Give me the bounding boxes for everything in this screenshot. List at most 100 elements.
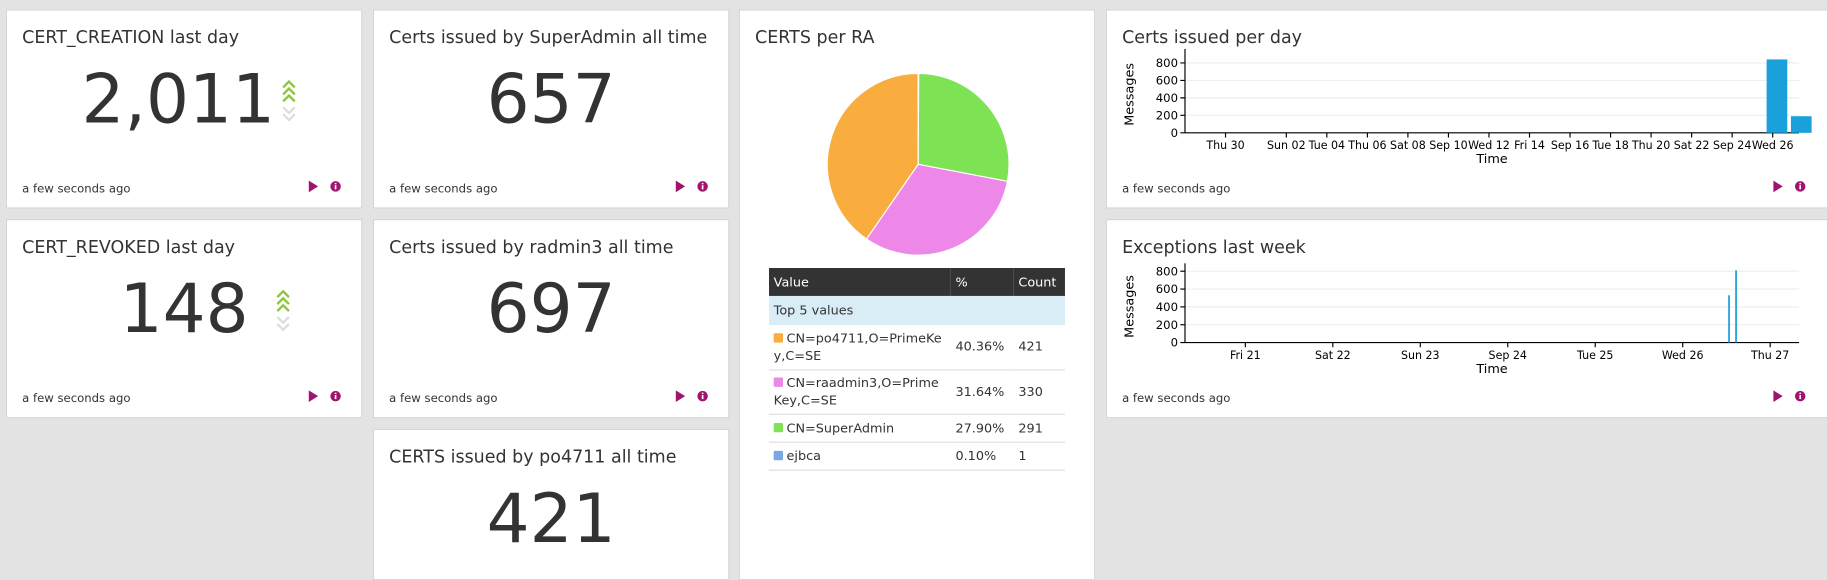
pie-slice — [917, 72, 1010, 182]
percent-cell: 31.64% — [955, 383, 1005, 400]
actions[interactable] — [1772, 389, 1807, 403]
widget: Certs issued by radmin3 all time 697 a f… — [372, 219, 730, 419]
table-row: CN=SuperAdmin 27.90% 291 — [769, 414, 1065, 442]
column-header: Value — [773, 274, 809, 290]
legend-swatch — [773, 332, 784, 343]
stat-value: 148 — [119, 269, 249, 349]
chart-widget: Certs issued per day a few seconds ago 0 20… — [1105, 9, 1827, 209]
y-tick-label: 200 — [1156, 108, 1178, 122]
widget: Certs issued by SuperAdmin all time 657 … — [372, 9, 730, 209]
x-tick-label: Wed 26 — [1662, 349, 1704, 362]
widget-title: CERTS per RA — [755, 26, 875, 48]
x-tick-label: Thu 27 — [1750, 349, 1789, 362]
percent-cell: 40.36% — [955, 339, 1005, 355]
pie-slice — [826, 72, 919, 240]
updated: a few seconds ago — [389, 392, 498, 406]
x-tick-label: Fri 21 — [1230, 349, 1261, 362]
widget-title: CERT_CREATION last day — [22, 26, 240, 48]
updated: a few seconds ago — [1122, 182, 1231, 196]
value-cell: CN=SuperAdmin — [769, 414, 951, 442]
actions[interactable] — [675, 179, 710, 193]
x-tick-label: Sat 08 — [1390, 139, 1426, 152]
value-cell: ejbca — [769, 442, 951, 470]
x-tick-label: Sep 24 — [1713, 139, 1751, 152]
pie-widget: CERTS per RA Value% Count Top 5 values CN=p… — [738, 9, 1096, 580]
y-tick-label: 400 — [1156, 300, 1178, 314]
stat-value: 421 — [486, 478, 616, 559]
legend-swatch — [773, 450, 784, 460]
widget: CERT_CREATION last day 2,011 a few secon… — [5, 9, 363, 209]
widget-title: Certs issued by radmin3 all time — [389, 236, 674, 258]
x-tick-label: Thu 06 — [1347, 139, 1386, 152]
pie-table: Value% Count Top 5 values CN=po4711,O=Prime… — [769, 267, 1065, 470]
actions[interactable] — [308, 179, 343, 193]
y-tick-label: 0 — [1171, 126, 1178, 140]
table-row: ejbca 0.10% 1 — [769, 442, 1065, 470]
stat-value: 697 — [486, 269, 616, 349]
time-chart: 0 200 400 600 800 Thu 30 Sun 02 Tue 04 Thu 06 Sat… — [1123, 48, 1812, 167]
header-row: Value% Count — [769, 267, 1065, 296]
y-axis-label: Messages — [1123, 63, 1138, 126]
column-header: % — [955, 274, 968, 290]
legend-swatch — [773, 422, 784, 432]
bar — [1766, 59, 1788, 133]
x-tick-label: Thu 20 — [1631, 139, 1670, 152]
widget-title: CERT_REVOKED last day — [22, 236, 236, 258]
stat-value: 2,011 — [81, 59, 276, 139]
x-tick-label: Sun 02 — [1267, 139, 1306, 152]
trend-icon — [276, 289, 290, 332]
count-cell: 421 — [1018, 339, 1043, 355]
x-tick-label: Sat 22 — [1315, 349, 1351, 362]
x-tick-label: Sep 10 — [1429, 139, 1467, 152]
actions[interactable] — [308, 389, 343, 403]
group-label: Top 5 values — [773, 302, 854, 319]
y-axis-label: Messages — [1123, 275, 1138, 338]
x-tick-label: Wed 26 — [1752, 139, 1794, 152]
y-tick-label: 800 — [1156, 264, 1178, 278]
trend-icon — [282, 79, 296, 122]
column-header: Count — [1018, 274, 1057, 290]
table-row: CN=raadmin3,O=PrimeKey,C=SE 31.64% 330 — [769, 369, 1065, 414]
y-tick-label: 200 — [1156, 318, 1178, 332]
pie-chart — [826, 72, 1010, 256]
x-tick-label: Sep 16 — [1551, 139, 1589, 152]
widget-title: CERTS issued by po4711 all time — [389, 446, 677, 468]
count-cell: 291 — [1018, 420, 1043, 436]
x-axis-label: Time — [1475, 152, 1507, 167]
value-label: CN=raadmin3,O=PrimeKey,C=SE — [773, 375, 939, 408]
bar — [1790, 116, 1812, 133]
x-tick-label: Wed 12 — [1468, 139, 1510, 152]
count-cell: 330 — [1018, 383, 1043, 400]
stat-value: 657 — [486, 59, 616, 139]
chart-widget: Exceptions last week a few seconds ago 0 20… — [1105, 219, 1827, 419]
x-tick-label: Tue 04 — [1308, 139, 1345, 152]
count-cell: 1 — [1018, 448, 1027, 464]
y-tick-label: 600 — [1156, 282, 1178, 296]
value-label: CN=po4711,O=PrimeKey,C=SE — [773, 330, 942, 364]
actions[interactable] — [1772, 179, 1807, 193]
y-tick-label: 0 — [1171, 336, 1178, 350]
y-tick-label: 600 — [1156, 73, 1178, 87]
bar — [1735, 270, 1737, 343]
widget-title: Exceptions last week — [1122, 236, 1306, 258]
widget: CERT_REVOKED last day 148 a few seconds … — [5, 219, 363, 419]
value-label: CN=SuperAdmin — [786, 420, 895, 436]
group-row: Top 5 values — [769, 295, 1065, 326]
y-tick-label: 400 — [1156, 91, 1178, 105]
value-cell: CN=po4711,O=PrimeKey,C=SE — [769, 325, 951, 369]
actions[interactable] — [675, 389, 710, 403]
bar — [1728, 295, 1730, 343]
widget-title: Certs issued per day — [1122, 26, 1303, 48]
updated: a few seconds ago — [1122, 392, 1231, 406]
x-tick-label: Sat 22 — [1674, 139, 1710, 152]
x-tick-label: Sep 24 — [1489, 349, 1527, 362]
value-cell: CN=raadmin3,O=PrimeKey,C=SE — [769, 369, 951, 413]
x-tick-label: Tue 25 — [1576, 349, 1613, 362]
percent-cell: 27.90% — [955, 420, 1005, 436]
pie-slice — [865, 163, 1009, 256]
x-tick-label: Fri 14 — [1514, 139, 1545, 152]
x-tick-label: Sun 23 — [1401, 349, 1440, 362]
x-tick-label: Tue 18 — [1591, 139, 1628, 152]
